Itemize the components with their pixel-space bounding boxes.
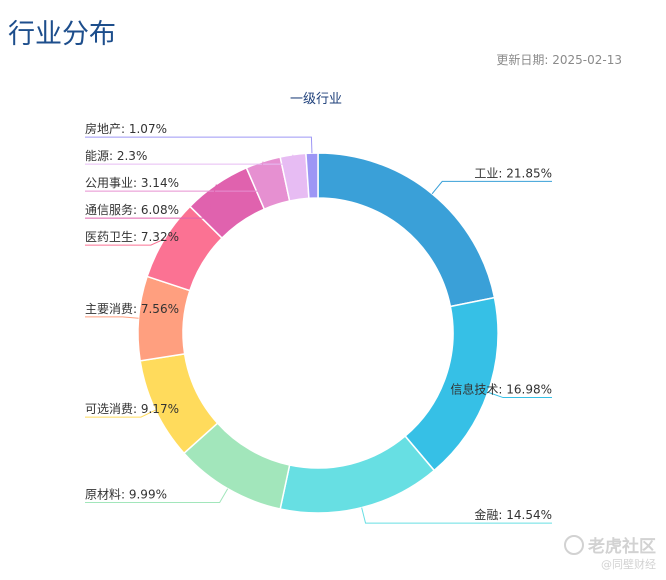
leader-line-1 [431,180,552,195]
watermark-brand: 老虎社区 [588,537,656,557]
slice-label-3: 金融: 14.54% [474,507,552,522]
leader-line-7 [85,238,165,246]
leader-line-2 [487,391,552,399]
leader-line-4 [85,488,229,504]
slice-3[interactable] [279,435,436,514]
slice-label-7: 医药卫生: 7.32% [85,230,179,244]
slice-label-9: 公用事业: 3.14% [85,176,179,190]
slice-label-2: 信息技术: 16.98% [450,382,552,397]
leader-line-11 [85,136,313,154]
leader-line-5 [85,409,156,418]
slice-6[interactable] [137,275,191,362]
chart-title: 一级行业 [290,92,342,107]
watermark-author: @同壁财经 [601,558,656,572]
watermark: 老虎社区 @同壁财经 [564,535,656,572]
slice-label-5: 可选消费: 9.17% [85,402,179,416]
slice-1[interactable] [317,152,496,308]
tiger-logo-icon [564,535,584,555]
slice-label-6: 主要消费: 7.56% [85,302,179,316]
slice-label-1: 工业: 21.85% [474,166,552,180]
leader-line-3 [361,507,552,524]
slice-11[interactable] [305,152,319,200]
page-title: 行业分布 [8,19,116,50]
slice-label-11: 房地产: 1.07% [85,121,167,136]
leader-line-10 [85,154,294,165]
update-date: 更新日期: 2025-02-13 [496,53,622,67]
slice-label-10: 能源: 2.3% [85,149,147,163]
slice-label-8: 通信服务: 6.08% [85,202,179,217]
leader-line-8 [85,184,217,219]
slice-label-4: 原材料: 9.99% [85,488,167,502]
leader-line-9 [85,161,264,192]
leader-line-6 [85,316,139,319]
